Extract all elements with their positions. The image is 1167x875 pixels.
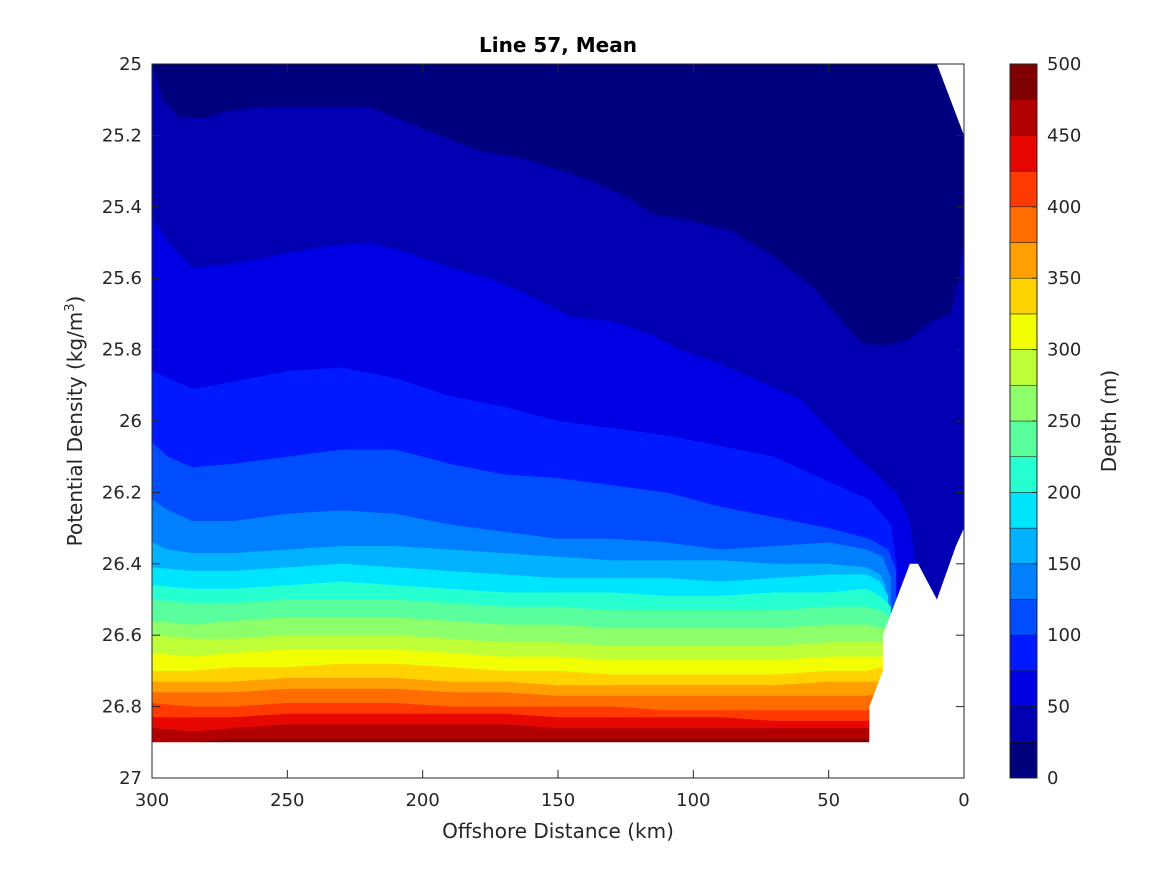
y-tick-label: 25.6 — [102, 268, 142, 289]
colorbar-band — [1009, 135, 1038, 172]
colorbar-band — [1009, 492, 1038, 529]
x-tick-label: 250 — [270, 790, 304, 811]
y-axis-label-end: ) — [63, 296, 87, 304]
y-tick-label: 26.2 — [102, 482, 142, 503]
colorbar-tick-label: 300 — [1047, 340, 1081, 361]
y-tick-label: 27 — [119, 768, 142, 789]
x-tick-label: 300 — [135, 790, 169, 811]
colorbar-tick-label: 400 — [1047, 197, 1081, 218]
y-tick-label: 25.4 — [102, 197, 142, 218]
y-tick-label: 25.2 — [102, 125, 142, 146]
colorbar-tick-label: 200 — [1047, 482, 1081, 503]
colorbar-ticks: 0 50 100 150 200 250 300 350 400 450 500 — [1032, 54, 1081, 789]
colorbar-tick-label: 500 — [1047, 54, 1081, 75]
colorbar-tick-label: 50 — [1047, 697, 1070, 718]
colorbar-band — [1009, 385, 1038, 422]
y-axis-label: Potential Density (kg/m3) — [63, 296, 87, 547]
y-tick-label: 25.8 — [102, 340, 142, 361]
colorbar-band — [1009, 277, 1038, 315]
y-axis-label-main: Potential Density (kg/m — [63, 312, 87, 547]
y-tick-label: 26 — [119, 411, 142, 432]
y-tick-label: 25 — [119, 54, 142, 75]
colorbar-tick-label: 250 — [1047, 411, 1081, 432]
colorbar-band — [1009, 706, 1038, 743]
colorbar-band — [1009, 313, 1038, 350]
x-tick-label: 200 — [405, 790, 439, 811]
colorbar-band — [1009, 420, 1038, 457]
colorbar-bands — [1009, 63, 1038, 779]
colorbar-band — [1009, 170, 1038, 208]
x-axis-label: Offshore Distance (km) — [442, 819, 674, 843]
colorbar-band — [1009, 456, 1038, 493]
x-tick-label: 100 — [676, 790, 710, 811]
colorbar-tick-label: 100 — [1047, 625, 1081, 646]
colorbar-band — [1009, 563, 1038, 600]
chart-title: Line 57, Mean — [479, 33, 637, 57]
colorbar-band — [1009, 242, 1038, 279]
y-tick-label: 26.4 — [102, 554, 142, 575]
colorbar: 0 50 100 150 200 250 300 350 400 450 500 — [1009, 54, 1081, 789]
y-tick-label: 26.8 — [102, 697, 142, 718]
colorbar-band — [1009, 63, 1038, 100]
plot-area: 300 250 200 150 100 50 0 2525.225.425.625.8262… — [102, 54, 970, 811]
contour-fills — [152, 64, 964, 778]
colorbar-band — [1009, 670, 1038, 707]
colorbar-band — [1009, 206, 1038, 243]
colorbar-band — [1009, 99, 1038, 136]
y-tick-label: 26.6 — [102, 625, 142, 646]
colorbar-tick-label: 450 — [1047, 125, 1081, 146]
no-data-mask-bottom — [152, 528, 964, 778]
x-tick-label: 150 — [541, 790, 575, 811]
x-tick-label: 0 — [958, 790, 969, 811]
colorbar-band — [1009, 634, 1038, 672]
colorbar-band — [1009, 599, 1038, 636]
x-tick-label: 50 — [817, 790, 840, 811]
colorbar-band — [1009, 349, 1038, 386]
colorbar-band — [1009, 527, 1038, 565]
x-axis-ticks: 300 250 200 150 100 50 0 — [135, 64, 970, 811]
colorbar-label: Depth (m) — [1097, 370, 1121, 472]
colorbar-band — [1009, 742, 1038, 779]
y-axis-label-sup: 3 — [63, 303, 78, 311]
colorbar-tick-label: 150 — [1047, 554, 1081, 575]
colorbar-tick-label: 0 — [1047, 768, 1058, 789]
y-axis-ticks: 25 25.2 25.4 25.6 25.8 26 26.2 26.4 26.6 26.8 27 — [102, 54, 964, 789]
no-data-mask-top-right — [936, 64, 964, 136]
colorbar-tick-label: 350 — [1047, 268, 1081, 289]
